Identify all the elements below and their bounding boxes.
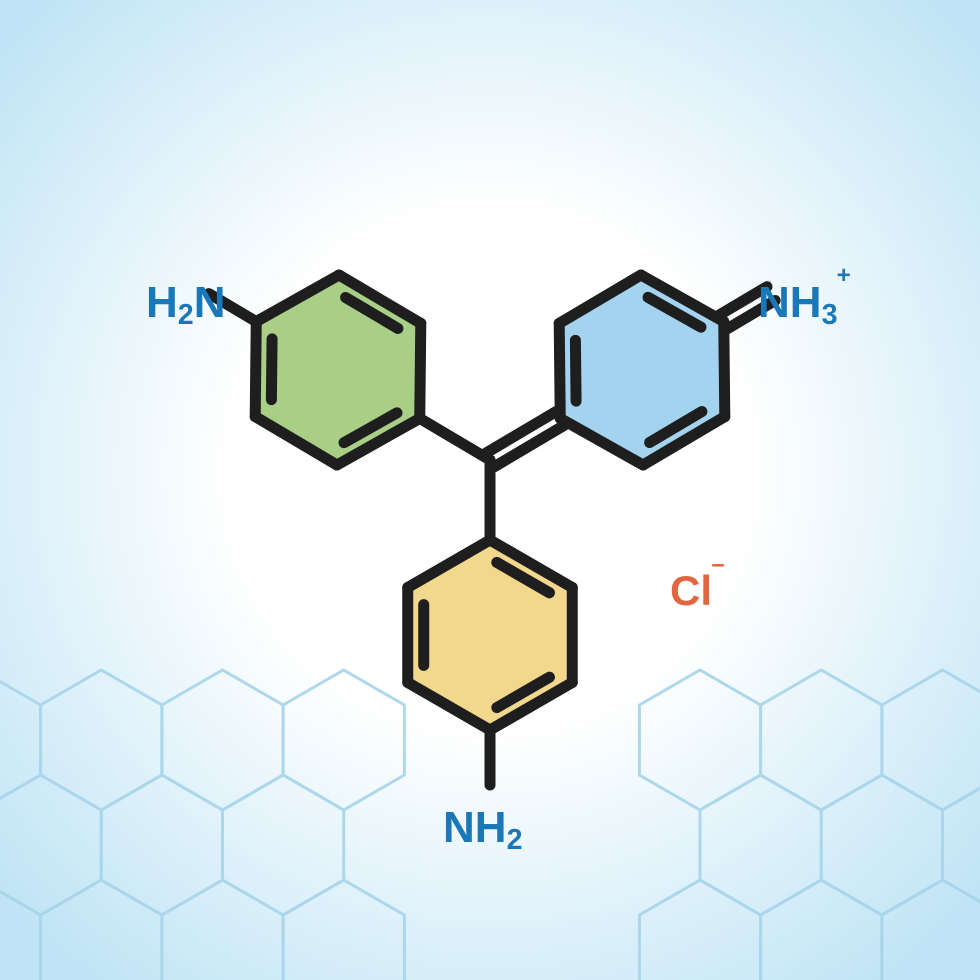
label-nh2-bottom: NH2 (443, 806, 522, 855)
label-chloride-counterion: Cl− (670, 570, 712, 612)
chemical-structure-diagram: H2N NH3+ NH2 Cl− (0, 0, 980, 980)
label-h2n-left: H2N (146, 281, 225, 330)
label-nh3-right: NH3+ (758, 281, 837, 330)
